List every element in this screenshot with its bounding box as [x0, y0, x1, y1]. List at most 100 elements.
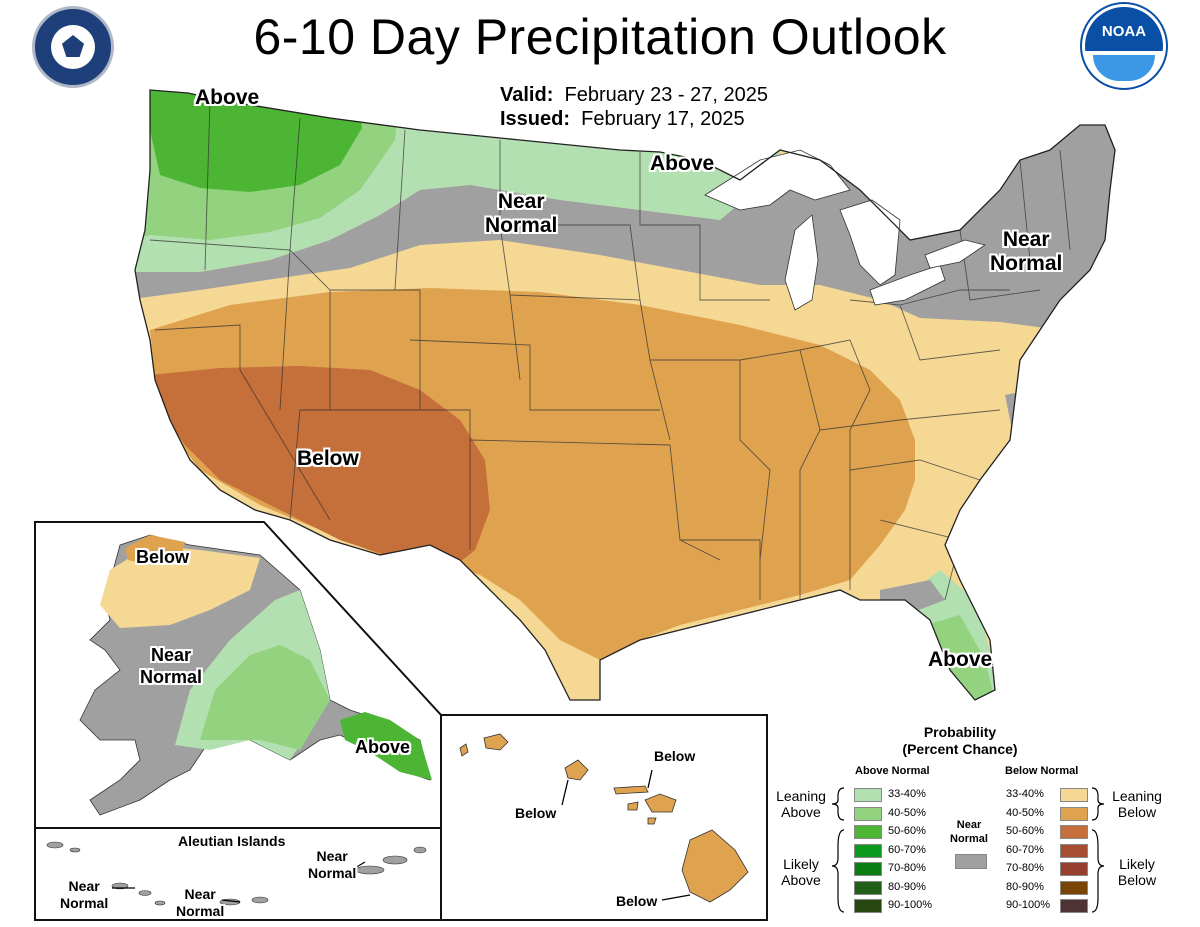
- noaa-logo-text: NOAA: [1101, 23, 1147, 40]
- issued-label: Issued:: [500, 108, 571, 130]
- great-lakes: [704, 149, 986, 311]
- leaning-above-line2: Above: [781, 804, 821, 820]
- label-hawaii-below-maui: Below: [654, 748, 696, 764]
- above-swatch-label-4: 70-80%: [888, 862, 926, 874]
- label-alaska-above: Above: [355, 737, 411, 757]
- below-swatch-0: [1060, 788, 1088, 802]
- label-aleutian-near-normal-3: Near Normal: [308, 848, 356, 882]
- near-normal-line2: Normal: [950, 833, 988, 845]
- above-swatch-1: [854, 806, 882, 821]
- legend-braces: [831, 787, 1105, 913]
- below-swatch-5: [1060, 880, 1088, 895]
- al-near3-line1: Near: [316, 848, 348, 864]
- label-north-near-normal: Near Normal: [485, 190, 557, 238]
- maui: [644, 793, 677, 813]
- alaska-panhandle-above: [340, 712, 432, 780]
- below-swatch-label-3: 60-70%: [1006, 843, 1044, 856]
- oahu: [564, 759, 589, 781]
- above-swatch-label-2: 50-60%: [888, 825, 926, 837]
- label-southwest-below: Below: [297, 447, 359, 470]
- label-alaska-below: Below: [136, 547, 190, 567]
- below-swatch-label-5: 80-90%: [1006, 880, 1044, 893]
- above-swatch-2: [854, 825, 882, 839]
- big-island: [681, 829, 749, 903]
- valid-value: February 23 - 27, 2025: [564, 84, 768, 106]
- above-swatch-5: [854, 880, 882, 895]
- al-near2-line2: Normal: [176, 903, 225, 919]
- below-swatch-6: [1060, 899, 1088, 913]
- above-swatch-label-6: 90-100%: [888, 899, 933, 911]
- leaning-above-line1: Leaning: [776, 788, 826, 804]
- below-swatch-label-1: 40-50%: [1006, 806, 1044, 819]
- hawaii-inset: [440, 714, 768, 921]
- valid-label: Valid:: [500, 84, 554, 106]
- likely-above-line2: Above: [781, 872, 821, 888]
- southwest-below-50-60: [150, 366, 490, 570]
- legend-below-header: Below Normal: [1005, 765, 1079, 777]
- label-ne-near-line1: Near: [1002, 228, 1050, 251]
- legend-near-normal: Near Normal: [946, 818, 992, 846]
- niihau: [459, 743, 469, 757]
- state-boundaries: [149, 99, 1071, 601]
- label-aleutian-near-normal-1: Near Normal: [60, 878, 108, 912]
- label-north-above: Above: [650, 152, 715, 175]
- label-aleutian-near-normal-2: Near Normal: [176, 886, 224, 920]
- legend-likely-above: Likely Above: [770, 856, 832, 888]
- above-swatch-0: [854, 788, 882, 802]
- likely-above-line1: Likely: [783, 856, 819, 872]
- legend-near-normal-swatch: [955, 854, 987, 869]
- below-swatch-label-0: 33-40%: [1006, 788, 1044, 800]
- legend-likely-below: Likely Below: [1106, 856, 1168, 888]
- label-northwest-above: Above: [195, 86, 260, 109]
- below-swatch-3: [1060, 843, 1088, 858]
- above-swatch-label-5: 80-90%: [888, 880, 926, 893]
- al-near1-line1: Near: [68, 878, 100, 894]
- label-ak-near-line1: Near: [150, 645, 192, 665]
- kauai: [483, 733, 509, 751]
- aleutian-islands-shapes: [46, 841, 427, 906]
- legend-above-header: Above Normal: [855, 765, 930, 777]
- above-swatch-6: [854, 899, 882, 913]
- legend-title-line2: (Percent Chance): [902, 741, 1018, 757]
- department-of-commerce-seal: [32, 6, 114, 88]
- label-florida-above: Above: [928, 648, 993, 671]
- below-swatch-1: [1060, 806, 1088, 821]
- label-north-near-line1: Near: [497, 190, 545, 213]
- valid-line: Valid: February 23 - 27, 2025: [500, 84, 768, 107]
- above-swatch-label-0: 33-40%: [888, 788, 926, 800]
- molokai: [613, 785, 649, 795]
- near-normal-line1: Near: [956, 819, 982, 831]
- leaning-below-line2: Below: [1117, 804, 1157, 820]
- al-near2-line1: Near: [184, 886, 216, 902]
- label-alaska-near-normal: Near Normal: [140, 644, 202, 688]
- label-ak-near-line2: Normal: [140, 667, 203, 687]
- legend-title: Probability (Percent Chance): [880, 724, 1040, 758]
- leaning-below-line1: Leaning: [1112, 788, 1162, 804]
- legend-title-line1: Probability: [923, 724, 997, 740]
- alaska-leaning-below: [100, 545, 260, 628]
- above-swatch-3: [854, 843, 882, 858]
- kahoolawe: [647, 817, 657, 825]
- aleutian-islands-title: Aleutian Islands: [178, 833, 286, 849]
- alaska-below-40-50: [125, 535, 185, 565]
- below-swatch-label-4: 70-80%: [1006, 862, 1044, 874]
- page-title: 6-10 Day Precipitation Outlook: [253, 9, 947, 65]
- conus-outline: [134, 89, 1116, 701]
- above-swatch-label-3: 60-70%: [888, 843, 926, 856]
- alaska-inset: [34, 521, 442, 921]
- above-swatch-4: [854, 862, 882, 876]
- label-northeast-near-normal: Near Normal: [990, 228, 1062, 276]
- below-swatch-label-6: 90-100%: [1006, 899, 1051, 911]
- label-hawaii-below-kauai: Below: [515, 805, 557, 821]
- label-ne-near-line2: Normal: [990, 252, 1063, 275]
- florida-above-40-50: [925, 615, 995, 700]
- label-hawaii-below-big-island: Below: [616, 893, 658, 909]
- label-north-near-line2: Normal: [485, 214, 558, 237]
- issued-line: Issued: February 17, 2025: [500, 108, 745, 131]
- issued-value: February 17, 2025: [581, 108, 745, 130]
- below-swatch-label-2: 50-60%: [1006, 825, 1044, 837]
- legend-leaning-above: Leaning Above: [770, 788, 832, 820]
- al-near3-line2: Normal: [308, 865, 357, 881]
- legend-leaning-below: Leaning Below: [1106, 788, 1168, 820]
